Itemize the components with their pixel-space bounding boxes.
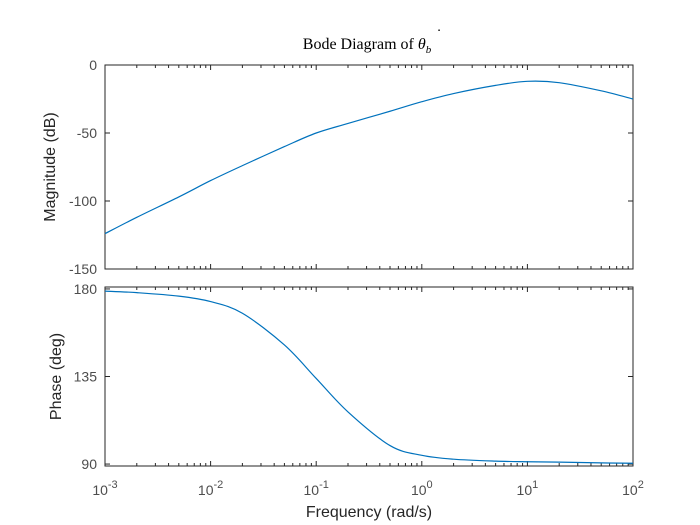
phase-series-line bbox=[104, 290, 634, 464]
phase-y-axis-label: Phase (deg) bbox=[48, 333, 65, 420]
phase-y-tick-label: 180 bbox=[74, 281, 98, 297]
x-tick-label: 102 bbox=[622, 479, 644, 498]
phase-y-tick-label: 135 bbox=[74, 369, 98, 385]
x-tick-label: 10-2 bbox=[198, 479, 223, 498]
x-tick-label: 101 bbox=[517, 479, 539, 498]
title-theta: θ bbox=[418, 36, 426, 53]
phase-panel: 90 135 180 Phase (deg) bbox=[48, 281, 634, 472]
x-tick-label: 10-1 bbox=[304, 479, 329, 498]
magnitude-series-line bbox=[104, 80, 634, 235]
magnitude-y-tick-label: 0 bbox=[89, 57, 97, 73]
title-dot: ˙ bbox=[436, 27, 441, 44]
magnitude-panel: -150 -100 -50 0 Magnitude (dB) bbox=[42, 57, 634, 277]
magnitude-y-tick-label: -150 bbox=[69, 261, 97, 277]
magnitude-y-tick-label: -50 bbox=[77, 125, 97, 141]
x-axis-label: Frequency (rad/s) bbox=[306, 504, 432, 521]
phase-frame bbox=[104, 286, 634, 467]
magnitude-y-axis-label: Magnitude (dB) bbox=[42, 112, 59, 221]
magnitude-y-tick-label: -100 bbox=[69, 193, 97, 209]
x-tick-label: 100 bbox=[411, 479, 433, 498]
x-tick-label: 10-3 bbox=[92, 479, 117, 498]
phase-y-tick-label: 90 bbox=[81, 456, 97, 472]
magnitude-frame bbox=[104, 64, 634, 270]
chart-title: Bode Diagram of θb bbox=[303, 36, 432, 56]
title-subscript: b bbox=[426, 44, 432, 56]
